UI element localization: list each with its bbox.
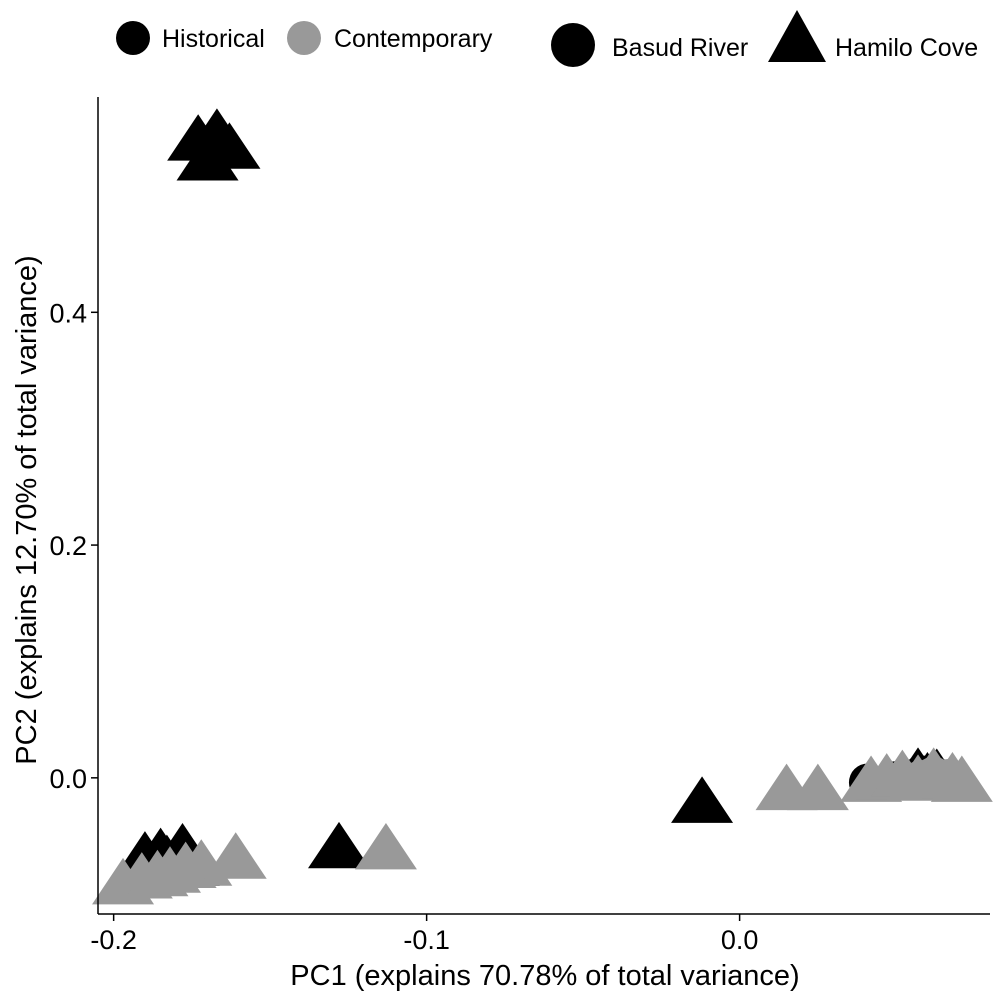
point-contemporary-hamilo-cove: [786, 763, 849, 811]
legend-label-contemporary: Contemporary: [334, 25, 493, 53]
point-historical-hamilo-cove: [176, 134, 239, 181]
x-tick-label: 0.0: [721, 925, 759, 955]
y-ticks: 0.0 0.2 0.4: [49, 298, 98, 794]
legend-swatch-hamilo-cove: [768, 10, 826, 62]
point-contemporary-hamilo-cove: [354, 822, 417, 870]
x-ticks: -0.2 -0.1 0.0: [90, 914, 758, 955]
x-axis-title: PC1 (explains 70.78% of total variance): [290, 960, 799, 992]
axes: -0.2 -0.1 0.0 0.0 0.2 0.4: [49, 97, 990, 955]
legend-swatch-contemporary: [287, 21, 321, 55]
legend-swatch-historical: [116, 21, 150, 55]
point-historical-hamilo-cove: [671, 776, 734, 823]
legend-label-basud-river: Basud River: [612, 34, 748, 62]
legend-label-historical: Historical: [162, 25, 265, 53]
y-axis-title: PC2 (explains 12.70% of total variance): [11, 255, 43, 764]
x-tick-label: -0.2: [90, 925, 137, 955]
y-tick-label: 0.4: [49, 298, 87, 328]
y-tick-label: 0.0: [49, 764, 87, 794]
legend-label-hamilo-cove: Hamilo Cove: [835, 34, 978, 62]
data-points: [92, 108, 993, 905]
point-contemporary-hamilo-cove: [204, 832, 267, 879]
legend-swatch-basud-river: [551, 23, 595, 67]
y-tick-label: 0.2: [49, 531, 87, 561]
point-contemporary-hamilo-cove: [930, 755, 993, 802]
point-historical-hamilo-cove: [307, 821, 370, 869]
legend: Historical Contemporary Basud River Hami…: [116, 10, 978, 67]
x-tick-label: -0.1: [403, 925, 450, 955]
